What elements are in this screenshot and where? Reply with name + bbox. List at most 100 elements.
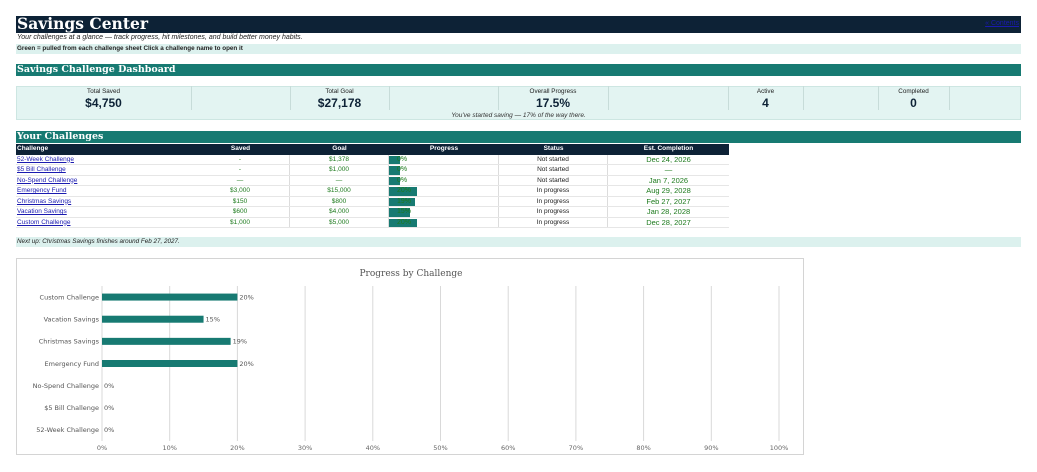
- challenge-name-cell: Vacation Savings: [16, 207, 191, 217]
- status-cell: Not started: [499, 175, 608, 185]
- challenge-link[interactable]: $5 Bill Challenge: [17, 166, 66, 173]
- challenge-link[interactable]: Christmas Savings: [17, 197, 72, 205]
- challenge-link[interactable]: No-Spend Challenge: [17, 176, 78, 184]
- progress-percent: 20%: [397, 187, 412, 194]
- chart-bar: [102, 337, 231, 345]
- progress-percent: 0%: [397, 176, 408, 184]
- kpi-divider: [949, 86, 950, 110]
- challenge-name-cell: 52-Week Challenge: [16, 155, 191, 165]
- x-tick-label: 10%: [162, 444, 176, 452]
- challenge-name-cell: $5 Bill Challenge: [16, 165, 191, 175]
- chart-bar: [102, 315, 204, 323]
- challenges-section-title: Your Challenges: [17, 131, 104, 142]
- saved-cell: $150: [191, 196, 290, 206]
- progress-chart[interactable]: Progress by Challenge 0% 10% 20% 30% 40% 50% 60…: [16, 258, 804, 455]
- goal-cell: $800: [290, 196, 389, 206]
- status-cell: In progress: [499, 217, 608, 227]
- bar-data-label: 20%: [239, 360, 253, 368]
- status-cell: In progress: [499, 207, 608, 217]
- challenge-link[interactable]: Emergency Fund: [17, 187, 67, 194]
- saved-cell: —: [191, 175, 290, 185]
- progress-cell: 19%: [389, 196, 499, 206]
- status-cell: Not started: [499, 165, 608, 175]
- est-completion-cell: —: [664, 165, 673, 174]
- column-header: Goal: [332, 145, 347, 152]
- x-tick-label: 90%: [704, 444, 718, 452]
- progress-cell: 0%: [389, 154, 499, 164]
- table-row: 52-Week Challenge - $1,378 0% Not started Dec…: [16, 154, 729, 165]
- kpi-divider: [389, 86, 390, 110]
- kpi-note: You've started saving — 17% of the way t…: [451, 112, 586, 119]
- challenges-section-bar: [16, 131, 1021, 143]
- progress-bar: [389, 197, 416, 206]
- saved-cell: $1,000: [191, 217, 290, 227]
- bar-data-label: 19%: [233, 338, 247, 346]
- est-completion-cell: Dec 28, 2027: [646, 217, 691, 227]
- saved-cell: $600: [191, 207, 290, 217]
- table-row: Vacation Savings $600 $4,000 15% In progress…: [16, 207, 729, 218]
- kpi-divider: [728, 86, 729, 110]
- kpi-divider: [498, 86, 499, 110]
- goal-cell: $1,378: [290, 154, 389, 164]
- y-category-label: Emergency Fund: [45, 360, 99, 368]
- table-row: $5 Bill Challenge - $1,000 0% Not started —: [16, 165, 729, 176]
- table-row: Custom Challenge $1,000 $5,000 20% In progre…: [16, 217, 729, 228]
- est-completion-cell: Aug 29, 2028: [646, 186, 691, 195]
- challenge-link[interactable]: Vacation Savings: [17, 208, 67, 215]
- contents-link[interactable]: « Contents: [985, 20, 1019, 27]
- kpi-divider: [290, 86, 291, 110]
- table-row: Emergency Fund $3,000 $15,000 20% In progres…: [16, 186, 729, 197]
- y-category-label: No-Spend Challenge: [33, 382, 99, 390]
- next-up-bar: [16, 237, 1021, 247]
- est-completion-cell: Feb 27, 2027: [646, 196, 691, 206]
- x-tick-label: 0%: [97, 444, 107, 452]
- est-completion-cell: Jan 7, 2026: [648, 175, 689, 185]
- x-tick-label: 70%: [569, 444, 583, 452]
- column-header: Est. Completion: [643, 145, 694, 152]
- kpi-band: [16, 86, 1021, 120]
- kpi-overall-progress-value: 17.5%: [535, 96, 571, 110]
- y-category-label: Custom Challenge: [40, 293, 99, 301]
- kpi-active-value: 4: [762, 96, 769, 110]
- est-completion-cell: Jan 28, 2028: [646, 207, 691, 216]
- kpi-active-label: Active: [756, 88, 775, 95]
- kpi-overall-progress-label: Overall Progress: [529, 88, 577, 95]
- progress-bar: [389, 218, 417, 227]
- x-tick-label: 60%: [501, 444, 515, 452]
- legend-bar: [16, 44, 1021, 54]
- challenge-link[interactable]: 52-Week Challenge: [17, 155, 74, 163]
- progress-cell: 15%: [389, 207, 499, 217]
- y-category-label: $5 Bill Challenge: [44, 404, 99, 412]
- challenge-name-cell: No-Spend Challenge: [16, 176, 191, 186]
- kpi-divider: [608, 86, 609, 110]
- x-tick-label: 30%: [298, 444, 312, 452]
- progress-cell: 20%: [389, 186, 499, 196]
- progress-bar: [389, 155, 400, 164]
- table-row: Christmas Savings $150 $800 19% In progress F…: [16, 196, 729, 207]
- page-subtitle: Your challenges at a glance — track prog…: [17, 34, 303, 41]
- y-category-label: Vacation Savings: [44, 316, 100, 324]
- bar-data-label: 20%: [239, 293, 253, 301]
- kpi-total-saved-label: Total Saved: [87, 88, 120, 95]
- kpi-divider: [191, 86, 192, 110]
- goal-cell: $15,000: [290, 186, 389, 196]
- x-tick-label: 40%: [366, 444, 380, 452]
- progress-bar: [389, 187, 417, 196]
- bar-data-label: 0%: [104, 426, 114, 434]
- progress-bar: [389, 166, 400, 175]
- dashboard-section-bar: [16, 64, 1021, 76]
- legend-text: Green = pulled from each challenge sheet…: [17, 45, 243, 52]
- saved-cell: -: [191, 165, 290, 175]
- goal-cell: $4,000: [290, 207, 389, 217]
- saved-cell: $3,000: [191, 186, 290, 196]
- challenges-table: Challenge Saved Goal Progress Status Est…: [16, 144, 729, 228]
- kpi-total-saved-value: $4,750: [85, 96, 122, 110]
- bar-data-label: 0%: [104, 404, 114, 412]
- challenge-link[interactable]: Custom Challenge: [17, 218, 71, 226]
- column-header: Saved: [230, 145, 251, 152]
- kpi-completed-label: Completed: [898, 88, 929, 95]
- column-header: Progress: [429, 145, 459, 152]
- page-title: Savings Center: [17, 14, 149, 33]
- chart-bar: [102, 360, 238, 367]
- table-body: 52-Week Challenge - $1,378 0% Not started Dec…: [16, 154, 729, 228]
